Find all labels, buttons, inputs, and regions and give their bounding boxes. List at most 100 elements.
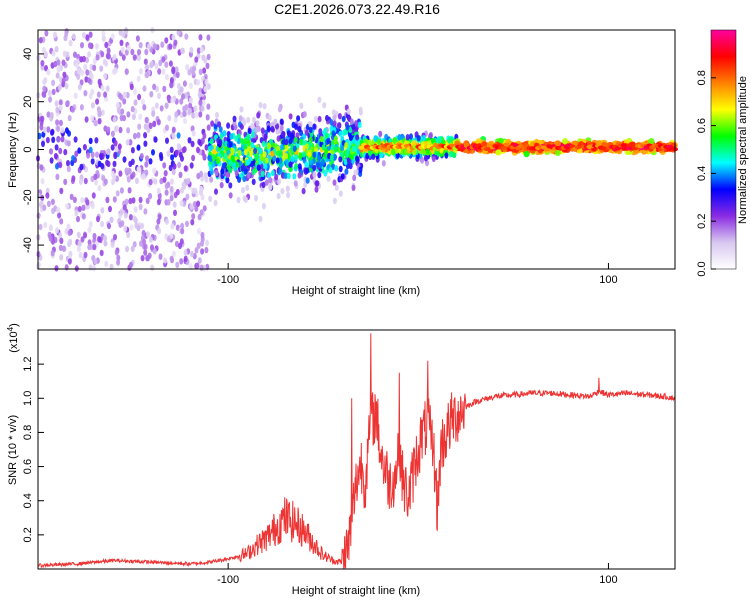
heatmap-cell: [68, 39, 73, 47]
heatmap-cell: [315, 180, 320, 187]
heatmap-cell: [196, 47, 201, 54]
heatmap-cell: [250, 160, 255, 168]
heatmap-cell: [172, 201, 177, 208]
heatmap-cell: [78, 251, 83, 259]
heatmap-cell: [53, 152, 58, 160]
heatmap-cell: [242, 175, 247, 183]
heatmap-cell: [204, 144, 209, 151]
heatmap-cell: [142, 85, 147, 92]
heatmap-cell: [200, 248, 205, 255]
heatmap-cell: [208, 195, 213, 202]
heatmap-cell: [42, 85, 47, 93]
heatmap-cell: [79, 163, 84, 171]
heatmap-cell: [355, 155, 359, 162]
heatmap-cell: [170, 154, 175, 161]
heatmap-cell: [44, 65, 48, 72]
heatmap-cell: [273, 118, 278, 125]
heatmap-cell: [332, 179, 337, 186]
heatmap-cell: [78, 178, 83, 185]
heatmap-cell: [214, 188, 218, 195]
heatmap-cell: [95, 43, 99, 50]
heatmap-cell: [116, 254, 121, 262]
heatmap-cell: [176, 29, 181, 36]
heatmap-cell: [423, 155, 428, 162]
heatmap-cell: [149, 91, 154, 98]
heatmap-cell: [322, 102, 327, 109]
heatmap-cell: [79, 56, 84, 63]
heatmap-cell: [183, 255, 188, 262]
heatmap-cell: [124, 198, 129, 205]
snr-panel: -100 100 0.2 0.4 0.6 0.8 1.0 1.2 Height of str…: [6, 323, 676, 597]
heatmap-cell: [154, 62, 159, 70]
heatmap-y-label: Frequency (Hz): [7, 112, 19, 188]
heatmap-cell: [323, 170, 328, 177]
heatmap-cell: [238, 115, 243, 122]
heatmap-cell: [219, 181, 224, 189]
heatmap-cell: [137, 54, 142, 61]
heatmap-cell: [276, 145, 280, 153]
heatmap-cell: [280, 143, 284, 151]
heatmap-cell: [50, 129, 54, 136]
snr-y-label: SNR (10 * v/v): [7, 415, 19, 485]
heatmap-cell: [89, 73, 94, 80]
heatmap-cell: [198, 99, 203, 106]
heatmap-cell: [392, 137, 397, 144]
heatmap-cell: [163, 170, 168, 177]
heatmap-cell: [348, 134, 353, 141]
heatmap-cell: [258, 101, 263, 109]
heatmap-cell: [153, 178, 158, 185]
heatmap-cell: [129, 224, 134, 231]
heatmap-cell: [243, 138, 248, 145]
heatmap-cell: [305, 177, 310, 184]
heatmap-cell: [189, 46, 194, 54]
heatmap-cell: [286, 191, 291, 199]
colorbar-tick-label: 0.4: [696, 166, 708, 181]
heatmap-cell: [200, 194, 205, 201]
heatmap-cell: [555, 140, 561, 147]
heatmap-cell: [170, 223, 175, 230]
heatmap-cell: [110, 144, 115, 151]
heatmap-cell: [182, 80, 187, 87]
heatmap-cell: [183, 117, 187, 125]
heatmap-cell: [149, 61, 154, 69]
heatmap-cell: [379, 151, 384, 159]
heatmap-cell: [448, 151, 453, 158]
heatmap-cell: [59, 218, 64, 225]
heatmap-cell: [125, 91, 130, 99]
heatmap-cell: [295, 132, 300, 139]
heatmap-cell: [148, 178, 153, 186]
heatmap-cell: [330, 144, 335, 151]
heatmap-x-tick-label: -100: [217, 274, 239, 286]
heatmap-cell: [222, 130, 227, 137]
heatmap-cell: [294, 123, 298, 130]
heatmap-cell: [274, 174, 279, 181]
heatmap-cell: [241, 187, 245, 194]
heatmap-cell: [99, 152, 103, 160]
heatmap-cell: [198, 189, 203, 196]
heatmap-cell: [304, 161, 309, 168]
heatmap-cell: [182, 110, 187, 118]
heatmap-cell: [48, 96, 53, 103]
heatmap-cell: [351, 184, 356, 191]
heatmap-cell: [198, 68, 203, 76]
heatmap-cell: [229, 133, 234, 140]
heatmap-cell: [88, 92, 93, 100]
heatmap-cell: [251, 168, 256, 175]
heatmap-cell: [110, 241, 115, 248]
heatmap-cell: [100, 220, 105, 228]
heatmap-cell: [73, 51, 77, 58]
heatmap-cell: [80, 42, 84, 49]
heatmap-cell: [114, 249, 119, 256]
heatmap-cell: [126, 44, 131, 52]
heatmap-cell: [425, 148, 430, 155]
heatmap-cell: [178, 171, 183, 178]
heatmap-cell: [394, 147, 399, 154]
heatmap-cell: [187, 137, 192, 144]
heatmap-cell: [87, 226, 92, 233]
heatmap-cell: [92, 243, 97, 251]
heatmap-cell: [115, 190, 120, 197]
heatmap-cell: [91, 264, 96, 272]
heatmap-cell: [73, 92, 78, 100]
heatmap-cell: [344, 141, 349, 149]
heatmap-cell: [152, 248, 157, 255]
